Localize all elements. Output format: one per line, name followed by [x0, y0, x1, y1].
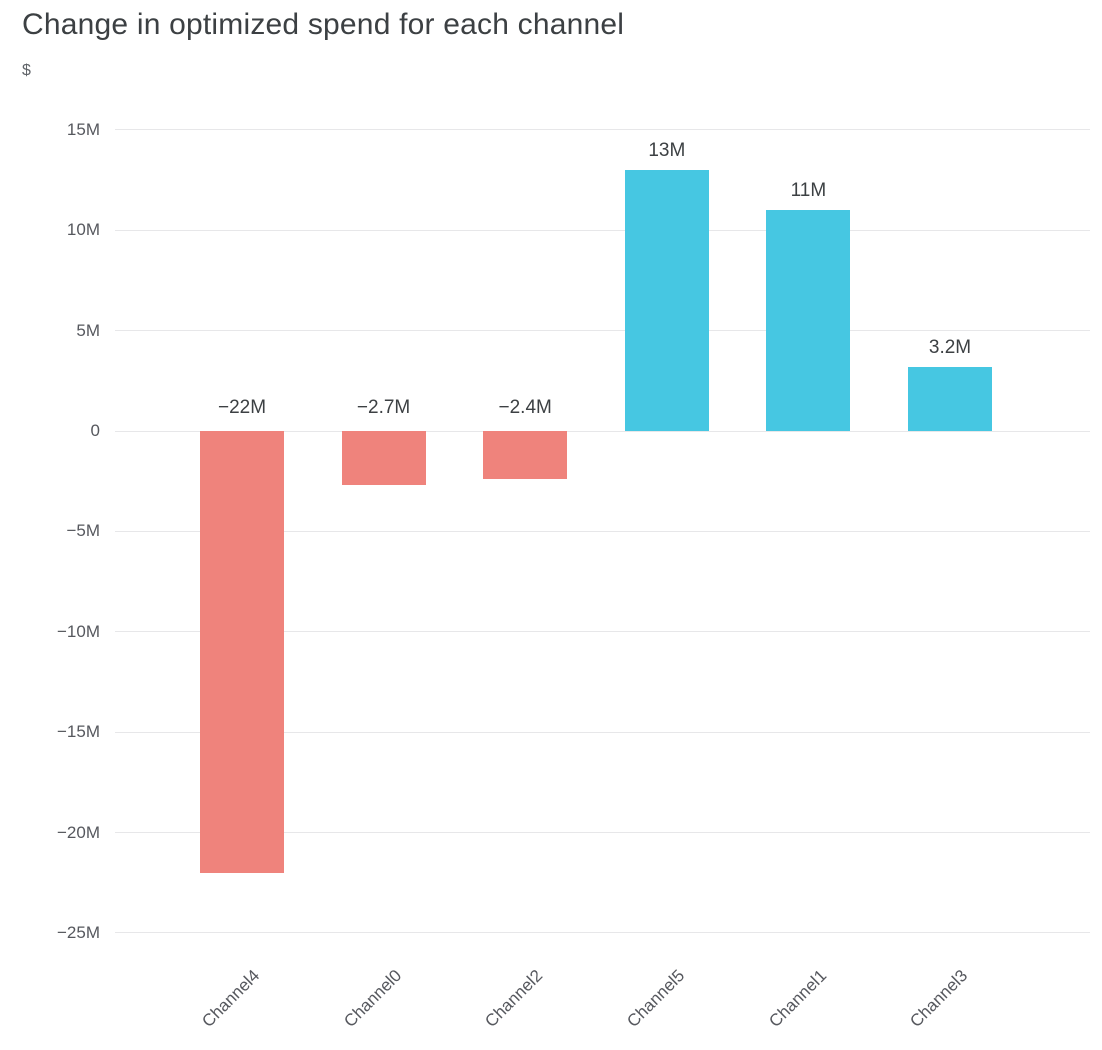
gridline: [115, 631, 1090, 633]
y-tick-label: −10M: [57, 621, 100, 641]
x-axis-label: Channel2: [481, 966, 547, 1031]
bar-channel1: [766, 210, 851, 431]
bar-value-label: 11M: [790, 180, 827, 202]
bar-value-label: 13M: [648, 140, 686, 162]
y-tick-label: −15M: [57, 722, 100, 742]
gridline: [115, 832, 1090, 833]
chart-title: Change in optimized spend for each chann…: [22, 8, 625, 41]
bar-channel0: [341, 431, 426, 486]
bar-value-label: −22M: [217, 397, 267, 418]
x-axis-label: Channel1: [764, 966, 830, 1031]
bar-channel3: [908, 366, 992, 431]
x-axis-label: Channel4: [198, 966, 264, 1031]
bar-channel4: [200, 431, 284, 873]
gridline: [115, 229, 1090, 231]
bar-channel5: [624, 170, 709, 431]
gridline: [115, 530, 1090, 532]
gridline: [115, 430, 1090, 432]
y-tick-label: −5M: [66, 521, 100, 541]
y-tick-label: 0: [90, 421, 100, 440]
gridline: [115, 731, 1090, 733]
y-tick-label: −25M: [57, 922, 100, 942]
gridline: [115, 330, 1090, 332]
gridline: [115, 932, 1090, 934]
x-axis-label: Channel3: [906, 966, 972, 1031]
y-tick-label: 5M: [76, 320, 100, 340]
bar-value-label: 3.2M: [928, 336, 972, 358]
x-axis-label: Channel5: [623, 966, 689, 1031]
y-axis-title: $: [22, 62, 31, 79]
y-tick-label: −20M: [57, 822, 100, 842]
gridline: [115, 129, 1090, 131]
bar-value-label: −2.4M: [498, 397, 552, 418]
bar-channel2: [483, 431, 568, 480]
y-tick-label: 10M: [66, 220, 100, 240]
x-axis-label: Channel0: [340, 966, 406, 1031]
bar-value-label: −2.7M: [356, 397, 411, 418]
y-tick-label: 15M: [66, 119, 100, 139]
